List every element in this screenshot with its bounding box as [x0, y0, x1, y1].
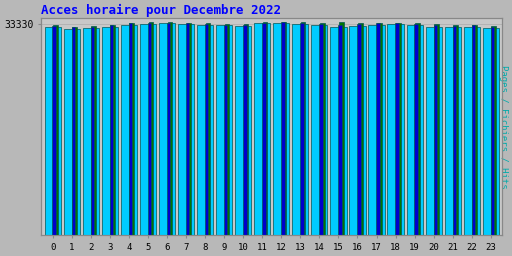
Bar	[52, 26, 56, 235]
Bar	[300, 23, 304, 235]
Bar	[492, 26, 496, 235]
Bar	[434, 25, 437, 235]
Bar	[129, 24, 132, 235]
Bar	[262, 23, 266, 235]
Bar	[483, 28, 499, 235]
Bar	[369, 25, 385, 235]
Bar	[425, 27, 442, 235]
Bar	[415, 24, 418, 235]
Bar	[376, 24, 380, 235]
Bar	[102, 27, 118, 235]
Bar	[388, 24, 403, 235]
Bar	[311, 25, 328, 235]
Bar	[130, 23, 134, 235]
Bar	[91, 27, 94, 235]
Bar	[453, 26, 456, 235]
Bar	[82, 28, 99, 235]
Bar	[91, 26, 96, 235]
Bar	[53, 25, 58, 235]
Bar	[472, 25, 475, 235]
Bar	[464, 27, 480, 235]
Bar	[319, 24, 323, 235]
Bar	[45, 27, 61, 235]
Bar	[186, 24, 189, 235]
Y-axis label: Pages / Fichiers / Hits: Pages / Fichiers / Hits	[499, 65, 508, 189]
Bar	[178, 24, 194, 235]
Bar	[282, 22, 286, 235]
Bar	[254, 24, 270, 235]
Bar	[205, 24, 208, 235]
Bar	[111, 25, 115, 235]
Text: Acces horaire pour Decembre 2022: Acces horaire pour Decembre 2022	[41, 4, 281, 17]
Bar	[148, 23, 151, 235]
Bar	[281, 22, 285, 235]
Bar	[63, 29, 80, 235]
Bar	[395, 23, 399, 235]
Bar	[72, 27, 77, 235]
Bar	[263, 22, 267, 235]
Bar	[320, 24, 325, 235]
Bar	[473, 25, 477, 235]
Bar	[235, 26, 251, 235]
Bar	[454, 25, 458, 235]
Bar	[140, 24, 156, 235]
Bar	[243, 25, 247, 235]
Bar	[444, 27, 461, 235]
Bar	[224, 25, 227, 235]
Bar	[225, 24, 229, 235]
Bar	[434, 24, 439, 235]
Bar	[244, 24, 248, 235]
Bar	[301, 22, 306, 235]
Bar	[396, 23, 401, 235]
Bar	[72, 27, 75, 235]
Bar	[159, 24, 175, 235]
Bar	[167, 23, 170, 235]
Bar	[187, 23, 191, 235]
Bar	[330, 27, 347, 235]
Bar	[110, 25, 113, 235]
Bar	[273, 23, 289, 235]
Bar	[339, 22, 344, 235]
Bar	[377, 23, 382, 235]
Bar	[292, 24, 308, 235]
Bar	[490, 27, 494, 235]
Bar	[216, 25, 232, 235]
Bar	[407, 25, 423, 235]
Bar	[349, 26, 366, 235]
Bar	[358, 24, 362, 235]
Bar	[197, 25, 213, 235]
Bar	[206, 24, 210, 235]
Bar	[167, 22, 172, 235]
Bar	[415, 24, 420, 235]
Bar	[357, 24, 361, 235]
Bar	[121, 25, 137, 235]
Bar	[338, 25, 342, 235]
Bar	[148, 22, 153, 235]
